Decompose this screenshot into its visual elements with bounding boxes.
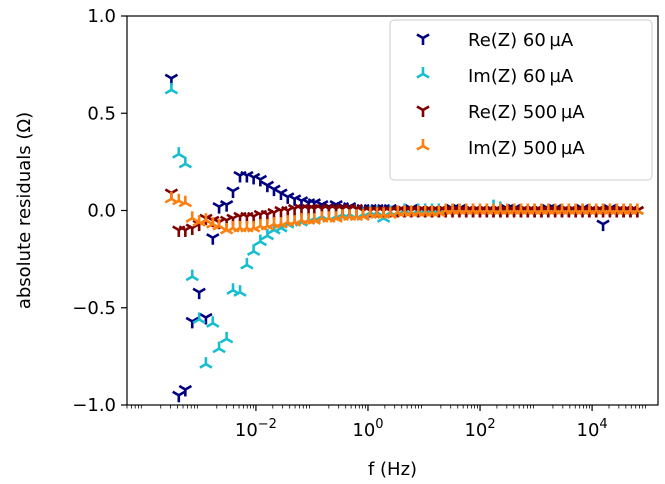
y-tick-label: −1.0 [72,395,116,416]
data-point [267,184,281,197]
data-points [164,73,645,403]
data-point [172,147,186,159]
legend-label: Im(Z) 60 µA [468,66,574,87]
data-point [199,312,213,325]
data-point [178,156,193,169]
data-point [274,188,288,200]
data-point [178,195,193,208]
data-point [185,316,199,329]
data-point [240,257,254,270]
legend-marker [416,139,430,151]
x-axis-ticks: 10−2 100 102 104 [126,405,646,441]
data-point [219,200,234,212]
data-point [212,341,226,354]
data-point [219,331,234,344]
series-3 [164,191,645,235]
data-point [206,316,220,328]
legend: Re(Z) 60 µA Im(Z) 60 µA Re(Z) 500 µA Im(Z) … [389,19,653,181]
y-tick-label: 1.0 [87,6,116,27]
legend-marker [416,105,430,117]
data-point [172,390,186,403]
legend-entry: Re(Z) 500 µA [416,102,585,123]
data-point [233,285,247,297]
x-axis-label: f (Hz) [368,459,417,480]
y-tick-label: 0.5 [87,103,116,124]
data-point [192,287,206,300]
data-point [253,234,268,247]
data-point [199,357,213,369]
legend-entry: Im(Z) 500 µA [416,138,585,159]
x-tick-label: 104 [577,417,608,441]
data-point [199,213,213,225]
data-point [596,219,610,232]
y-tick-label: −0.5 [72,298,116,319]
data-point [246,244,261,256]
data-point [630,203,645,216]
data-point [260,180,275,193]
y-tick-label: 0.0 [87,201,116,222]
legend-label: Im(Z) 500 µA [468,138,585,159]
y-axis-label: absolute residuals (Ω) [14,112,35,309]
legend-marker [416,67,430,79]
data-point [178,384,193,397]
data-point [212,219,226,231]
data-point [226,186,240,199]
legend-label: Re(Z) 500 µA [468,102,585,123]
data-point [185,223,199,236]
legend-entry: Im(Z) 60 µA [416,66,574,87]
legend-entry: Re(Z) 60 µA [416,30,574,51]
data-point [185,211,199,223]
data-point [185,269,199,282]
legend-label: Re(Z) 60 µA [468,30,574,51]
data-point [164,82,179,95]
legend-marker [416,33,430,45]
x-tick-label: 100 [352,417,383,441]
data-point [253,174,268,187]
data-point [192,312,206,325]
data-point [206,233,220,245]
legend-frame [389,19,653,181]
y-axis-ticks: 1.0 0.5 0.0 −0.5 −1.0 [72,6,127,416]
x-tick-label: 10−2 [235,417,277,441]
x-tick-label: 102 [464,417,495,441]
